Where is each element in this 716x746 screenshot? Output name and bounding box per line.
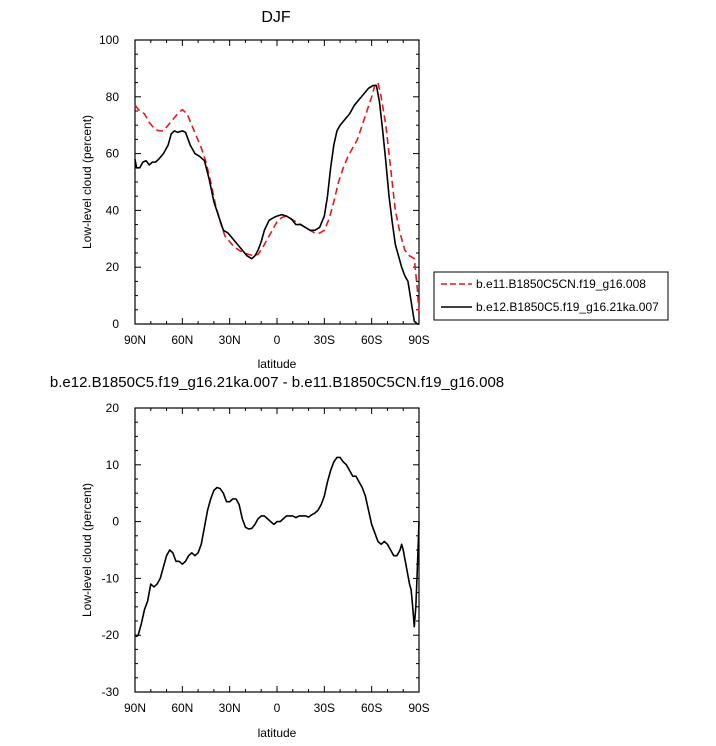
top-series-line-2 [134,84,419,325]
top-y-tick-label: 80 [106,90,120,104]
top-x-tick-label: 60S [361,333,382,347]
top-y-axis-label: Low-level cloud (percent) [80,115,94,249]
top-x-tick-label: 30S [314,333,335,347]
top-x-axis-label: latitude [258,357,297,371]
bottom-y-tick-label: 0 [112,515,119,529]
top-series-line-1 [134,81,420,313]
bottom-y-tick-label: -20 [102,628,120,642]
legend-label-series-2: b.e12.B1850C5.f19_g16.21ka.007 [476,300,659,314]
top-y-tick-label: 60 [106,147,120,161]
bottom-panel: b.e12.B1850C5.f19_g16.21ka.007 - b.e11.B… [50,374,504,740]
bottom-x-tick-label: 30N [219,701,241,715]
top-y-tick-label: 100 [99,33,119,47]
bottom-plot-area: 90N 60N 30N 0 30S 60S 90S -30 -20 -10 0 10 20 [102,401,430,715]
legend-label-series-1: b.e11.B1850C5CN.f19_g16.008 [476,277,646,291]
bottom-x-tick-label: 90N [124,701,146,715]
top-y-tick-label: 40 [106,203,120,217]
bottom-y-tick-label: 10 [106,458,120,472]
legend-box [433,271,669,321]
bottom-x-axis-label: latitude [258,726,297,740]
bottom-chart-title: b.e12.B1850C5.f19_g16.21ka.007 - b.e11.B… [50,374,504,391]
top-chart-title: DJF [261,9,291,26]
top-y-tick-label: 0 [112,317,119,331]
bottom-x-tick-label: 0 [274,701,281,715]
top-panel: DJF 90N 60N 30N 0 30S 60S 90S 0 20 40 60 80 100 lati… [80,9,430,371]
top-x-tick-label: 30N [219,333,241,347]
top-x-tick-label: 90S [408,333,429,347]
bottom-y-tick-label: 20 [106,401,120,415]
bottom-series-line-1 [134,456,420,638]
bottom-x-tick-label: 90S [408,701,429,715]
bottom-x-tick-label: 60N [171,701,193,715]
bottom-x-tick-label: 30S [314,701,335,715]
top-plot-frame [134,39,420,325]
bottom-y-tick-label: -10 [102,571,120,585]
top-x-tick-label: 90N [124,333,146,347]
top-x-tick-label: 60N [171,333,193,347]
top-x-tick-label: 0 [274,333,281,347]
bottom-y-axis-label: Low-level cloud (percent) [80,483,94,617]
legend: b.e11.B1850C5CN.f19_g16.008 b.e12.B1850C… [433,271,669,321]
top-plot-area: 90N 60N 30N 0 30S 60S 90S 0 20 40 60 80 100 [99,33,430,347]
bottom-y-tick-label: -30 [102,685,120,699]
top-y-tick-label: 20 [106,260,120,274]
bottom-x-tick-label: 60S [361,701,382,715]
bottom-plot-frame [134,407,420,693]
